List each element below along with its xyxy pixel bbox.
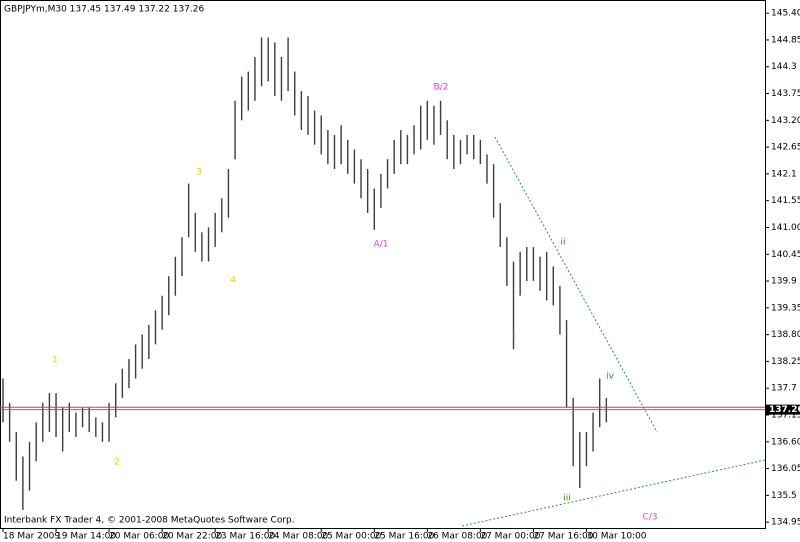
- y-tick-label: 138.80: [771, 330, 800, 340]
- bid-box: [766, 404, 800, 415]
- x-tick-label: 20 Mar 22:00: [162, 532, 222, 542]
- y-tick-label: 144.3: [771, 62, 797, 72]
- wave-label: 4: [230, 276, 236, 286]
- trendline: [494, 136, 658, 433]
- wave-label: 1: [52, 356, 58, 366]
- wave-label: 3: [196, 168, 202, 178]
- x-tick-label: 19 Mar 14:00: [56, 532, 116, 542]
- footer: Interbank FX Trader 4, © 2001-2008 MetaQ…: [4, 516, 295, 526]
- y-tick-label: 141.00: [771, 223, 800, 233]
- y-tick-label: 136.60: [771, 437, 800, 447]
- y-tick-label: 140.45: [771, 250, 800, 260]
- bid-label: 137.26: [769, 405, 800, 415]
- x-tick-label: 25 Mar 16:00: [374, 532, 434, 542]
- wave-label: B/2: [434, 83, 449, 93]
- plot-frame: [0, 0, 766, 529]
- y-tick-label: 134.95: [771, 518, 800, 528]
- y-tick-label: 139.35: [771, 303, 800, 313]
- x-tick-label: 24 Mar 08:00: [268, 532, 328, 542]
- y-tick-label: 136.05: [771, 464, 800, 474]
- wave-label: i: [513, 332, 516, 342]
- wave-label: 2: [114, 458, 120, 468]
- x-tick-label: 23 Mar 16:00: [215, 532, 275, 542]
- y-tick-label: 137.15: [771, 410, 800, 420]
- x-tick-label: 30 Mar 10:00: [586, 532, 646, 542]
- wave-label: iii: [563, 494, 571, 504]
- y-tick-label: 135.5: [771, 491, 797, 501]
- y-tick-label: 143.20: [771, 116, 800, 126]
- y-tick-label: 142.65: [771, 143, 800, 153]
- x-tick-label: 27 Mar 00:00: [480, 532, 540, 542]
- x-tick-label: 18 Mar 2009: [3, 532, 60, 542]
- y-tick-label: 145.40: [771, 9, 800, 19]
- y-tick-label: 144.85: [771, 35, 800, 45]
- wave-label: ii: [560, 238, 565, 248]
- y-tick-label: 143.75: [771, 89, 800, 99]
- x-tick-label: 20 Mar 06:00: [109, 532, 169, 542]
- wave-label: iv: [606, 372, 615, 382]
- x-tick-label: 25 Mar 00:00: [321, 532, 381, 542]
- y-tick-label: 142.1: [771, 169, 797, 179]
- x-tick-label: 26 Mar 08:00: [427, 532, 487, 542]
- y-tick-label: 139.9: [771, 277, 797, 287]
- x-tick-label: 27 Mar 16:00: [533, 532, 593, 542]
- y-tick-label: 137.7: [771, 384, 797, 394]
- chart-title: GBPJPYm,M30 137.45 137.49 137.22 137.26: [4, 5, 204, 15]
- wave-label: A/1: [374, 240, 389, 250]
- y-tick-label: 141.55: [771, 196, 800, 206]
- wave-label: C/3: [642, 513, 657, 523]
- y-tick-label: 138.25: [771, 357, 800, 367]
